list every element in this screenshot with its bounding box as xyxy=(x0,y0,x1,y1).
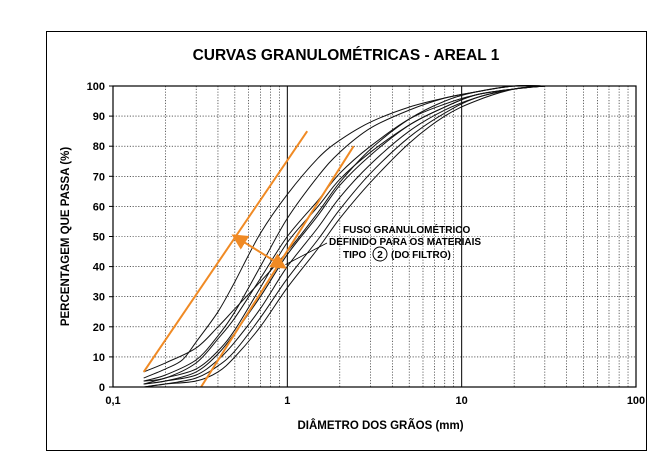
x-axis-label: DIÂMETRO DOS GRÃOS (mm) xyxy=(297,419,463,432)
y-axis-label: PERCENTAGEM QUE PASSA (%) xyxy=(60,147,72,326)
annotation-line-2: DEFINIDO PARA OS MATERIAIS xyxy=(329,237,481,248)
envelope-annotation: FUSO GRANULOMÉTRICO DEFINIDO PARA OS MAT… xyxy=(329,223,481,262)
chart-title: CURVAS GRANULOMÉTRICAS - AREAL 1 xyxy=(193,47,500,64)
circled-number: 2 xyxy=(377,250,383,261)
plot-area xyxy=(112,85,637,388)
y-tick-label: 90 xyxy=(93,111,105,123)
y-tick-label: 60 xyxy=(93,201,105,213)
envelope-arrow xyxy=(231,234,287,269)
gradation-curve-4 xyxy=(143,85,545,385)
y-tick-label: 70 xyxy=(93,171,105,183)
envelope-line-2 xyxy=(200,145,355,388)
x-tick-label: 0,1 xyxy=(105,395,120,407)
gradation-curve-2 xyxy=(143,85,545,382)
ticks: 0 10 20 30 40 50 60 70 80 90 100 0,1 1 10 100 xyxy=(87,81,646,407)
gradation-curve-7 xyxy=(143,85,545,373)
y-tick-label: 20 xyxy=(93,322,105,334)
annotation-line-3: (DO FILTRO) xyxy=(391,250,451,261)
y-tick-label: 80 xyxy=(93,141,105,153)
annotation-line-1: FUSO GRANULOMÉTRICO xyxy=(343,223,470,236)
y-tick-label: 0 xyxy=(99,382,105,394)
x-tick-label: 100 xyxy=(627,395,645,407)
gradation-curve-5 xyxy=(143,85,545,388)
annotation-leader xyxy=(285,242,328,265)
gradation-curve-8 xyxy=(143,85,545,382)
circled-number-ring xyxy=(372,246,388,262)
annotation-tipo: TIPO xyxy=(343,250,367,261)
envelope xyxy=(142,130,355,388)
y-tick-label: 10 xyxy=(93,352,105,364)
envelope-line-1 xyxy=(142,130,309,373)
y-tick-label: 100 xyxy=(87,81,105,93)
gradation-curve-9 xyxy=(143,85,545,385)
y-tick-label: 40 xyxy=(93,262,105,274)
chart-frame: CURVAS GRANULOMÉTRICAS - AREAL 1 0 10 20 30… xyxy=(46,31,647,451)
x-tick-label: 10 xyxy=(456,395,468,407)
x-tick-label: 1 xyxy=(284,395,290,407)
y-tick-label: 50 xyxy=(93,232,105,244)
granulometry-chart: CURVAS GRANULOMÉTRICAS - AREAL 1 0 10 20 30… xyxy=(60,47,646,432)
gradation-curve-6 xyxy=(143,85,545,388)
y-tick-label: 30 xyxy=(93,292,105,304)
curves xyxy=(143,85,545,388)
